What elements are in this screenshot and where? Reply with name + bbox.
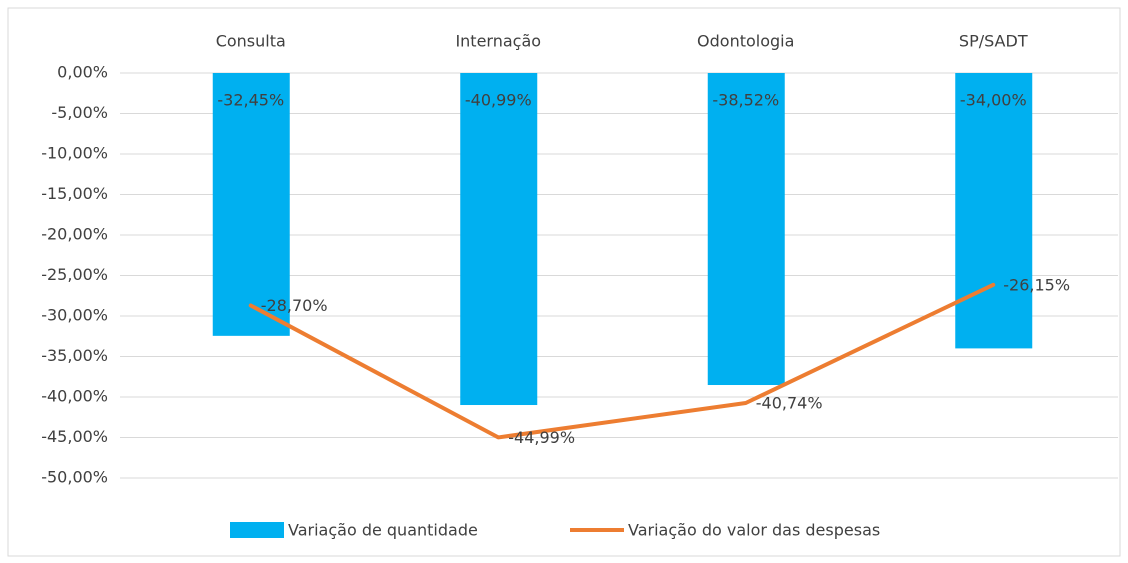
category-label: Odontologia — [697, 32, 794, 51]
category-label: SP/SADT — [959, 32, 1028, 51]
y-tick-label: -30,00% — [41, 306, 108, 325]
category-label: Internação — [455, 32, 541, 51]
bar — [460, 73, 538, 406]
bar — [707, 73, 785, 386]
line-value-label: -44,99% — [508, 428, 575, 447]
line-value-label: -40,74% — [756, 393, 823, 412]
bar-value-label: -32,45% — [217, 91, 284, 110]
y-tick-label: -15,00% — [41, 184, 108, 203]
chart-border — [7, 7, 1121, 557]
y-tick-label: -5,00% — [51, 103, 108, 122]
y-tick-label: -20,00% — [41, 225, 108, 244]
category-label: Consulta — [216, 32, 286, 51]
marks — [212, 73, 1033, 440]
y-tick-label: -50,00% — [41, 468, 108, 487]
labels: 0,00% -5,00% -10,00% -15,00% -20,00% -25,00% -… — [41, 32, 1070, 540]
legend-swatch — [230, 522, 284, 538]
bar — [955, 73, 1033, 349]
bar-value-label: -38,52% — [712, 91, 779, 110]
legend-label: Variação do valor das despesas — [628, 521, 880, 540]
line-value-label: -26,15% — [1003, 275, 1070, 294]
bar-value-label: -40,99% — [465, 91, 532, 110]
y-tick-label: -25,00% — [41, 265, 108, 284]
y-tick-label: -35,00% — [41, 346, 108, 365]
bar-value-label: -34,00% — [960, 91, 1027, 110]
bar — [212, 73, 290, 336]
line-value-label: -28,70% — [261, 296, 328, 315]
legend-label: Variação de quantidade — [288, 521, 478, 540]
y-tick-label: -10,00% — [41, 144, 108, 163]
line — [248, 282, 996, 440]
y-tick-label: -45,00% — [41, 427, 108, 446]
y-tick-label: -40,00% — [41, 387, 108, 406]
y-tick-label: 0,00% — [57, 63, 108, 82]
